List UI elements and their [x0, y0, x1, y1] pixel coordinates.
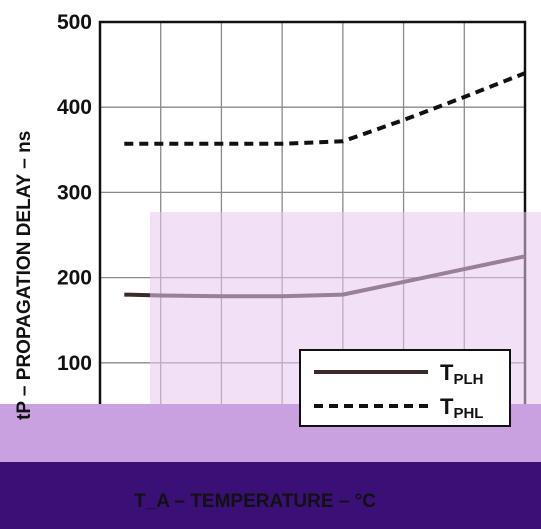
legend: TPLH TPHL	[299, 349, 511, 427]
legend-box	[299, 349, 511, 427]
y-tick-label: 400	[57, 96, 92, 119]
series-line-tphl	[124, 71, 526, 146]
y-axis-ticks: 0100200300400500	[57, 11, 92, 460]
y-tick-label: 300	[57, 181, 92, 204]
x-axis-title: T_A – TEMPERATURE – °C	[134, 491, 376, 512]
y-tick-label: 100	[57, 352, 92, 375]
overlay-band-dark	[0, 462, 541, 529]
y-axis-title: tP – PROPAGATION DELAY – ns	[14, 131, 35, 420]
legend-label-tphl: TPHL	[440, 394, 483, 422]
y-tick-label: 500	[57, 11, 92, 34]
legend-label-tplh: TPLH	[440, 360, 483, 388]
y-tick-label: 200	[57, 267, 92, 290]
